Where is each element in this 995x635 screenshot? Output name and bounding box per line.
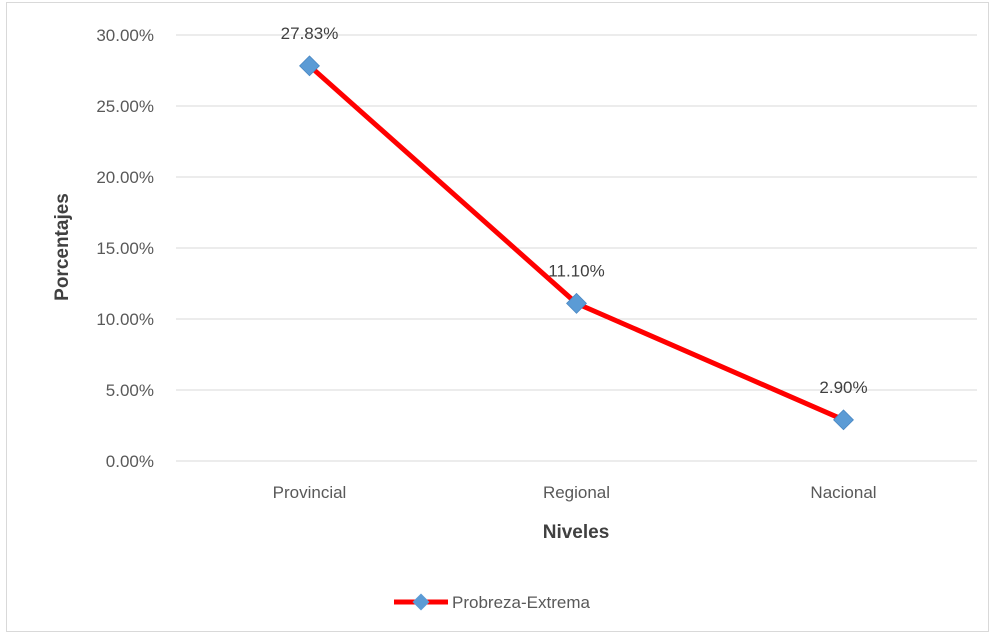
data-point-marker bbox=[833, 409, 854, 431]
data-labels: 27.83% 11.10% 2.90% bbox=[281, 24, 868, 397]
x-tick-label: Nacional bbox=[810, 483, 876, 502]
data-label: 11.10% bbox=[548, 261, 604, 280]
series-line bbox=[307, 63, 846, 423]
y-tick-label: 10.00% bbox=[96, 310, 154, 329]
y-axis-title: Porcentajes bbox=[52, 193, 73, 301]
y-tick-label: 5.00% bbox=[106, 381, 154, 400]
y-tick-label: 30.00% bbox=[96, 26, 154, 45]
data-label: 2.90% bbox=[819, 378, 867, 397]
y-tick-label: 15.00% bbox=[96, 239, 154, 258]
series-lines bbox=[307, 63, 846, 423]
chart-frame bbox=[6, 2, 989, 632]
data-point-marker bbox=[566, 292, 587, 314]
x-tick-label: Provincial bbox=[273, 483, 347, 502]
y-tick-labels: 0.00% 5.00% 10.00% 15.00% 20.00% 25.00% 30.00% bbox=[96, 26, 154, 471]
x-tick-label: Regional bbox=[543, 483, 610, 502]
y-tick-label: 20.00% bbox=[96, 168, 154, 187]
y-tick-label: 25.00% bbox=[96, 97, 154, 116]
y-tick-label: 0.00% bbox=[106, 452, 154, 471]
gridlines bbox=[176, 34, 977, 462]
data-markers bbox=[299, 55, 854, 431]
x-axis-title: Niveles bbox=[543, 522, 610, 543]
legend-label: Probreza-Extrema bbox=[452, 593, 590, 612]
x-tick-labels: Provincial Regional Nacional bbox=[273, 483, 877, 502]
data-label: 27.83% bbox=[281, 24, 339, 43]
legend: Probreza-Extrema bbox=[394, 593, 590, 612]
data-point-marker bbox=[299, 55, 320, 77]
legend-diamond-marker bbox=[412, 593, 430, 611]
